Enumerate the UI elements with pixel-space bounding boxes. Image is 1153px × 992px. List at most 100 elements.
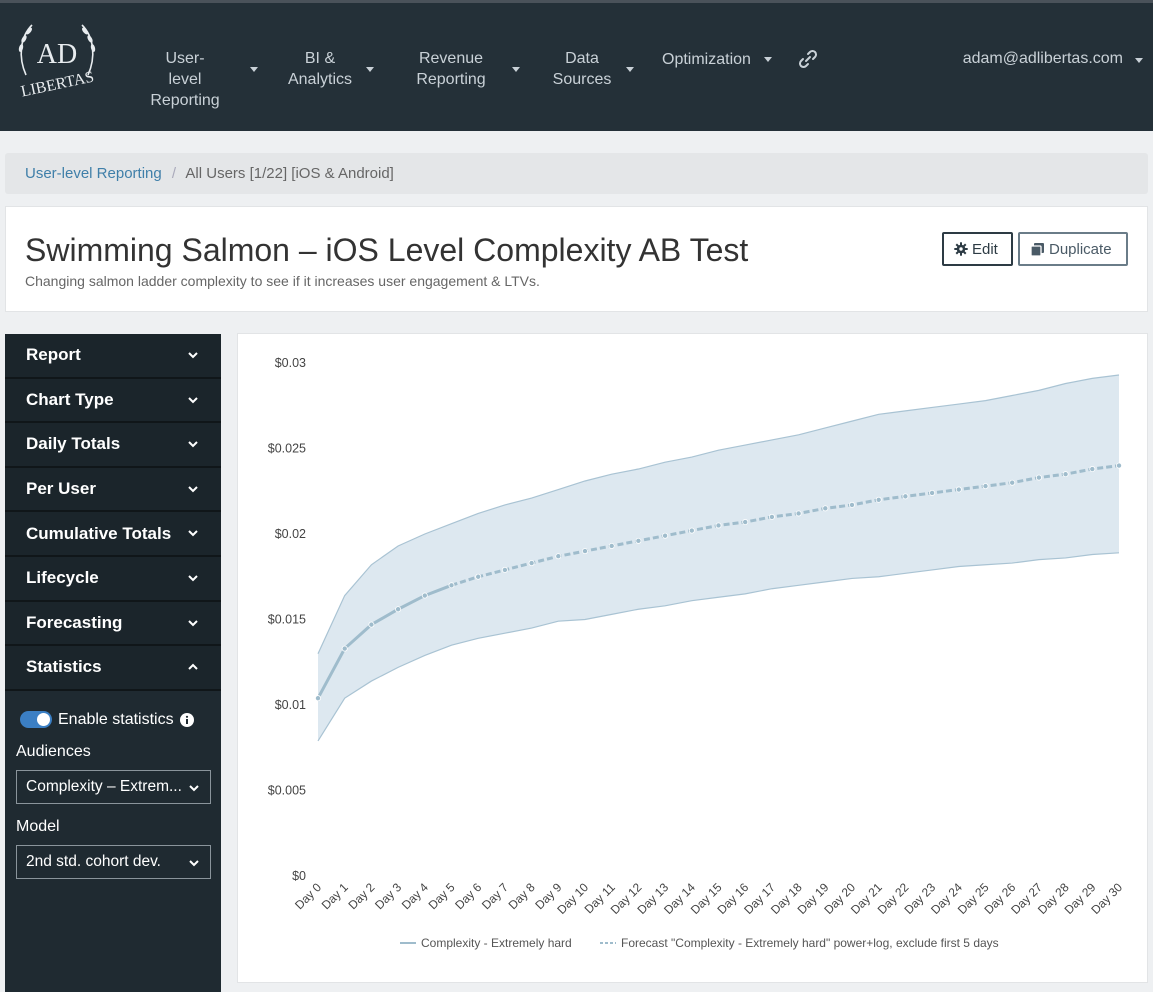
confidence-band <box>318 374 1119 741</box>
data-point <box>875 496 882 503</box>
y-tick-label: $0.025 <box>268 442 306 456</box>
x-tick-label: Day 7 <box>479 880 511 912</box>
enable-statistics-toggle[interactable] <box>20 711 52 729</box>
chevron-down-icon <box>188 441 198 448</box>
data-point <box>581 548 588 555</box>
legend-label-forecast: Forecast "Complexity - Extremely hard" p… <box>621 936 999 950</box>
accordion-daily-totals[interactable]: Daily Totals <box>5 423 221 468</box>
chevron-down-icon[interactable] <box>764 57 772 62</box>
svg-text:LIBERTAS: LIBERTAS <box>19 69 95 101</box>
breadcrumb-link-user-level-reporting[interactable]: User-level Reporting <box>25 165 162 182</box>
adlibertas-logo[interactable]: AD LIBERTAS <box>12 17 102 102</box>
data-point <box>635 537 642 544</box>
chevron-down-icon <box>189 785 199 792</box>
lower-bound-line <box>317 552 1120 742</box>
nav-optimization[interactable]: Optimization <box>662 51 751 68</box>
report-settings-sidebar: Report Chart Type Daily Totals Per User … <box>5 334 221 992</box>
x-tick-label: Day 30 <box>1088 880 1125 917</box>
y-tick-label: $0.03 <box>275 356 306 370</box>
ltv-chart[interactable]: $0 $0.005 $0.01 $0.015 $0.02 $0.025 $0.03 Day 0… <box>238 334 1149 984</box>
page-subtitle: Changing salmon ladder complexity to see… <box>25 273 540 289</box>
chevron-down-icon[interactable] <box>366 67 374 72</box>
data-point <box>715 522 722 529</box>
link-icon[interactable] <box>798 49 818 69</box>
info-icon[interactable] <box>179 712 194 727</box>
chevron-down-icon[interactable] <box>512 67 520 72</box>
data-point <box>1035 474 1042 481</box>
data-point <box>742 519 749 526</box>
edit-button[interactable]: Edit <box>942 232 1013 266</box>
data-point <box>315 695 322 702</box>
data-point <box>421 592 428 599</box>
chevron-up-icon <box>188 663 198 670</box>
enable-statistics-label: Enable statistics <box>58 710 174 728</box>
x-tick-label: Day 3 <box>372 880 404 912</box>
page-title: Swimming Salmon – iOS Level Complexity A… <box>25 232 749 268</box>
nav-data-sources[interactable]: Data Sources <box>552 50 612 88</box>
accordion-chart-type[interactable]: Chart Type <box>5 378 221 424</box>
gear-icon <box>954 242 968 256</box>
chevron-down-icon <box>188 530 198 537</box>
data-point <box>1089 466 1096 473</box>
audiences-label: Audiences <box>16 742 91 760</box>
data-point <box>368 621 375 628</box>
audience-select[interactable]: Complexity – Extrem... <box>16 769 211 804</box>
chevron-down-icon[interactable] <box>626 67 634 72</box>
x-tick-label: Day 8 <box>506 880 538 912</box>
accordion-cumulative-totals[interactable]: Cumulative Totals <box>5 512 221 557</box>
y-tick-label: $0.01 <box>275 698 306 712</box>
data-point <box>849 501 856 508</box>
x-tick-label: Day 2 <box>345 880 377 912</box>
data-point <box>688 527 695 534</box>
user-menu[interactable]: adam@adlibertas.com <box>962 50 1123 67</box>
x-tick-label: Day 1 <box>319 880 351 912</box>
model-label: Model <box>16 817 60 835</box>
data-point <box>448 582 455 589</box>
data-point <box>341 645 348 652</box>
y-tick-label: $0 <box>292 869 306 883</box>
data-point <box>555 553 562 560</box>
y-tick-label: $0.015 <box>268 613 306 627</box>
chevron-down-icon <box>188 352 198 359</box>
data-point <box>1009 479 1016 486</box>
chevron-down-icon <box>188 575 198 582</box>
accordion-forecasting[interactable]: Forecasting <box>5 601 221 647</box>
breadcrumb-separator: / <box>171 165 177 182</box>
nav-revenue-reporting[interactable]: Revenue Reporting <box>416 50 486 88</box>
data-point <box>608 542 615 549</box>
enable-statistics-row: Enable statistics <box>16 711 210 729</box>
accordion-report[interactable]: Report <box>5 334 221 379</box>
svg-text:AD: AD <box>37 39 77 70</box>
duplicate-button[interactable]: Duplicate <box>1018 232 1128 266</box>
data-point <box>1062 471 1069 478</box>
chevron-down-icon <box>188 619 198 626</box>
nav-bi-analytics[interactable]: BI & Analytics <box>287 50 353 88</box>
data-point <box>768 513 775 520</box>
data-point <box>475 573 482 580</box>
data-point <box>662 532 669 539</box>
y-tick-label: $0.005 <box>268 784 306 798</box>
breadcrumb-current: All Users [1/22] [iOS & Android] <box>185 165 394 182</box>
nav-user-level-reporting[interactable]: User-level Reporting <box>150 50 220 109</box>
data-point <box>929 489 936 496</box>
accordion-per-user[interactable]: Per User <box>5 467 221 513</box>
report-header: Swimming Salmon – iOS Level Complexity A… <box>5 206 1148 312</box>
chart-panel: $0 $0.005 $0.01 $0.015 $0.02 $0.025 $0.03 Day 0… <box>237 333 1148 983</box>
data-point <box>955 486 962 493</box>
top-navbar: AD LIBERTAS User-level Reporting BI & An… <box>0 0 1153 131</box>
data-point <box>1116 462 1123 469</box>
data-point <box>501 566 508 573</box>
data-point <box>822 505 829 512</box>
statistics-panel: Enable statistics Audiences Complexity –… <box>5 691 221 879</box>
model-select[interactable]: 2nd std. cohort dev. <box>16 844 211 879</box>
chevron-down-icon[interactable] <box>250 67 258 72</box>
accordion-statistics[interactable]: Statistics <box>5 646 221 691</box>
chevron-down-icon <box>188 486 198 493</box>
data-point <box>795 510 802 517</box>
chevron-down-icon <box>189 860 199 867</box>
chevron-down-icon[interactable] <box>1135 58 1143 63</box>
x-tick-label: Day 0 <box>292 880 324 912</box>
accordion-lifecycle[interactable]: Lifecycle <box>5 556 221 602</box>
series-line-actual <box>316 583 453 699</box>
copy-icon <box>1030 242 1044 257</box>
